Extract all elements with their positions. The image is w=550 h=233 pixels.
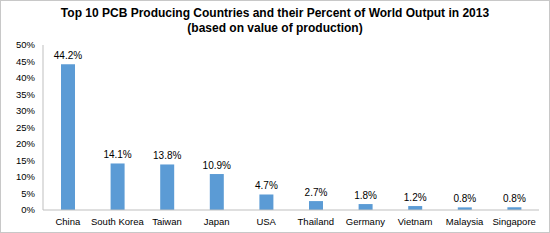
- svg-text:2.7%: 2.7%: [305, 187, 328, 198]
- html-text:Top 10 PCB Producing Countries: Top 10 PCB Producing Countries and their…: [60, 6, 490, 20]
- svg-text:10.9%: 10.9%: [203, 160, 231, 171]
- svg-text:Thailand: Thailand: [298, 216, 334, 227]
- svg-text:Malaysia: Malaysia: [446, 216, 484, 227]
- svg-text:14.1%: 14.1%: [103, 149, 131, 160]
- svg-text:44.2%: 44.2%: [54, 50, 82, 61]
- svg-text:0.8%: 0.8%: [453, 193, 476, 204]
- svg-text:10%: 10%: [16, 171, 36, 182]
- svg-text:South Korea: South Korea: [91, 216, 145, 227]
- svg-text:5%: 5%: [21, 188, 35, 199]
- svg-text:35%: 35%: [16, 89, 36, 100]
- svg-text:Singapore: Singapore: [493, 216, 536, 227]
- svg-text:50%: 50%: [16, 39, 36, 50]
- svg-text:Germany: Germany: [346, 216, 385, 227]
- svg-text:0%: 0%: [21, 204, 35, 215]
- svg-text:China: China: [55, 216, 81, 227]
- svg-text:Vietnam: Vietnam: [398, 216, 433, 227]
- svg-text:4.7%: 4.7%: [255, 180, 278, 191]
- svg-text:15%: 15%: [16, 155, 36, 166]
- svg-text:0.8%: 0.8%: [503, 193, 526, 204]
- svg-text:45%: 45%: [16, 56, 36, 67]
- svg-text:Japan: Japan: [204, 216, 230, 227]
- svg-text:25%: 25%: [16, 122, 36, 133]
- svg-text:USA: USA: [256, 216, 276, 227]
- svg-text:30%: 30%: [16, 105, 36, 116]
- html-text:(based on value of production): (based on value of production): [187, 21, 363, 35]
- svg-text:40%: 40%: [16, 72, 36, 83]
- svg-text:Taiwan: Taiwan: [152, 216, 182, 227]
- svg-text:1.8%: 1.8%: [354, 190, 377, 201]
- svg-text:20%: 20%: [16, 138, 36, 149]
- svg-text:1.2%: 1.2%: [404, 192, 427, 203]
- svg-text:13.8%: 13.8%: [153, 150, 181, 161]
